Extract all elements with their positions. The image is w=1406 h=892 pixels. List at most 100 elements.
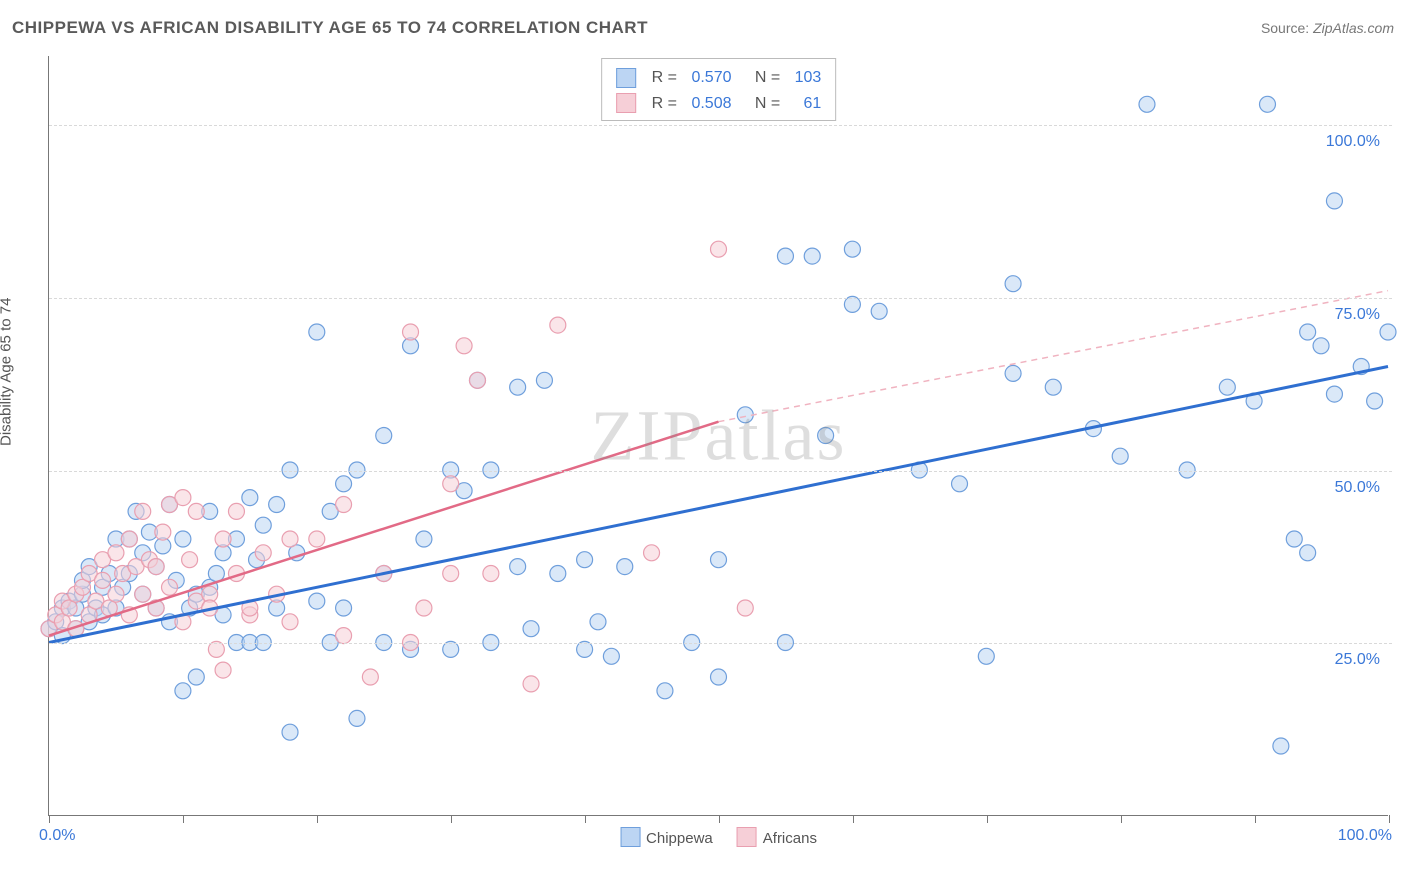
- x-tick: [853, 815, 854, 823]
- data-point: [1313, 338, 1329, 354]
- data-point: [255, 545, 271, 561]
- data-point: [1367, 393, 1383, 409]
- x-tick: [1255, 815, 1256, 823]
- data-point: [336, 476, 352, 492]
- data-point: [155, 524, 171, 540]
- legend-n-value: 61: [795, 91, 822, 117]
- data-point: [818, 428, 834, 444]
- legend-row: R = 0.508 N = 61: [616, 91, 822, 117]
- data-point: [416, 600, 432, 616]
- data-point: [1112, 448, 1128, 464]
- data-point: [148, 559, 164, 575]
- data-point: [403, 324, 419, 340]
- data-point: [135, 503, 151, 519]
- data-point: [469, 372, 485, 388]
- data-point: [242, 490, 258, 506]
- data-point: [182, 552, 198, 568]
- y-tick-label: 50.0%: [1335, 479, 1380, 497]
- legend-item: Africans: [737, 827, 817, 847]
- data-point: [215, 531, 231, 547]
- legend-row: R = 0.570 N = 103: [616, 65, 822, 91]
- data-point: [1139, 96, 1155, 112]
- scatter-plot: ZIPatlas R = 0.570 N = 103R = 0.508 N = …: [48, 56, 1388, 816]
- data-point: [483, 566, 499, 582]
- source-label: Source:: [1261, 20, 1309, 36]
- data-point: [228, 503, 244, 519]
- data-point: [108, 545, 124, 561]
- legend-r-label: R =: [652, 91, 682, 117]
- data-point: [456, 338, 472, 354]
- data-point: [777, 248, 793, 264]
- data-point: [255, 517, 271, 533]
- legend-r-value: 0.508: [691, 91, 731, 117]
- data-point: [952, 476, 968, 492]
- legend-item: Chippewa: [620, 827, 713, 847]
- data-point: [215, 662, 231, 678]
- x-tick: [719, 815, 720, 823]
- data-point: [804, 248, 820, 264]
- data-point: [577, 552, 593, 568]
- data-point: [175, 531, 191, 547]
- gridline: [49, 471, 1392, 472]
- gridline: [49, 125, 1392, 126]
- data-point: [1300, 545, 1316, 561]
- x-label-left: 0.0%: [39, 827, 75, 845]
- data-point: [590, 614, 606, 630]
- data-point: [349, 710, 365, 726]
- x-tick: [1389, 815, 1390, 823]
- data-point: [657, 683, 673, 699]
- legend-swatch: [616, 93, 636, 113]
- data-point: [282, 614, 298, 630]
- data-point: [711, 552, 727, 568]
- y-tick-label: 75.0%: [1335, 306, 1380, 324]
- data-point: [309, 324, 325, 340]
- data-point: [510, 559, 526, 575]
- data-point: [108, 586, 124, 602]
- data-point: [135, 586, 151, 602]
- plot-svg: [49, 56, 1388, 815]
- legend-swatch: [737, 827, 757, 847]
- data-point: [523, 621, 539, 637]
- legend-label: Chippewa: [646, 830, 713, 847]
- data-point: [1219, 379, 1235, 395]
- data-point: [336, 628, 352, 644]
- y-tick-label: 100.0%: [1326, 133, 1380, 151]
- data-point: [523, 676, 539, 692]
- gridline: [49, 298, 1392, 299]
- correlation-legend: R = 0.570 N = 103R = 0.508 N = 61: [601, 58, 837, 121]
- x-tick: [183, 815, 184, 823]
- data-point: [550, 566, 566, 582]
- data-point: [1286, 531, 1302, 547]
- data-point: [1300, 324, 1316, 340]
- data-point: [282, 724, 298, 740]
- data-point: [1005, 276, 1021, 292]
- data-point: [336, 497, 352, 513]
- x-tick: [317, 815, 318, 823]
- data-point: [644, 545, 660, 561]
- data-point: [617, 559, 633, 575]
- data-point: [1326, 193, 1342, 209]
- legend-swatch: [620, 827, 640, 847]
- data-point: [711, 241, 727, 257]
- data-point: [121, 531, 137, 547]
- x-tick: [1121, 815, 1122, 823]
- chart-header: CHIPPEWA VS AFRICAN DISABILITY AGE 65 TO…: [12, 18, 1394, 38]
- legend-n-value: 103: [795, 65, 822, 91]
- data-point: [95, 572, 111, 588]
- series-legend: Chippewa Africans: [620, 827, 817, 847]
- data-point: [536, 372, 552, 388]
- data-point: [362, 669, 378, 685]
- legend-label: Africans: [763, 830, 817, 847]
- y-tick-label: 25.0%: [1335, 651, 1380, 669]
- data-point: [336, 600, 352, 616]
- legend-r-value: 0.570: [691, 65, 731, 91]
- trend-line-extension: [719, 291, 1389, 422]
- data-point: [510, 379, 526, 395]
- legend-n-label: N =: [742, 65, 785, 91]
- x-tick: [49, 815, 50, 823]
- data-point: [711, 669, 727, 685]
- data-point: [603, 648, 619, 664]
- x-tick: [451, 815, 452, 823]
- x-label-right: 100.0%: [1338, 827, 1392, 845]
- data-point: [737, 600, 753, 616]
